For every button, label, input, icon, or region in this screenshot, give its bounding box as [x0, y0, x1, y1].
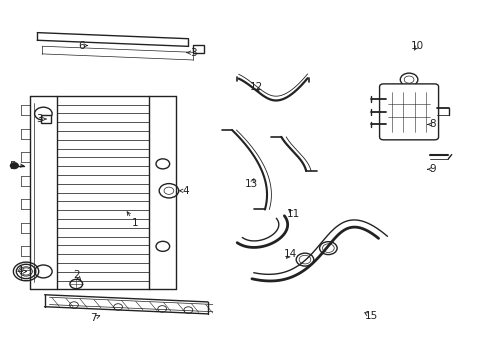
Text: 2: 2 — [73, 270, 80, 280]
FancyBboxPatch shape — [379, 84, 438, 140]
Text: 4: 4 — [183, 186, 189, 196]
Text: 14: 14 — [284, 248, 297, 258]
Text: 3: 3 — [190, 48, 196, 58]
Circle shape — [10, 163, 18, 168]
Text: 5: 5 — [10, 161, 16, 171]
Text: 3: 3 — [36, 114, 43, 124]
Text: 9: 9 — [428, 164, 435, 174]
Text: 10: 10 — [410, 41, 423, 50]
Text: 1: 1 — [131, 218, 138, 228]
Text: 12: 12 — [249, 82, 263, 92]
Text: 7: 7 — [90, 313, 97, 323]
Text: 15: 15 — [364, 311, 377, 321]
Text: 11: 11 — [286, 209, 299, 219]
Bar — [57, 96, 149, 289]
Bar — [41, 115, 51, 123]
Text: 8: 8 — [428, 120, 435, 129]
Bar — [192, 45, 203, 53]
Text: 13: 13 — [244, 179, 258, 189]
Text: 6: 6 — [78, 41, 84, 50]
Text: 4: 4 — [17, 266, 23, 276]
